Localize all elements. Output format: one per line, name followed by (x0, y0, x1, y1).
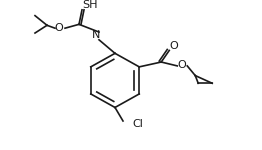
Text: O: O (170, 41, 179, 51)
Text: O: O (178, 60, 187, 70)
Text: O: O (54, 23, 63, 33)
Text: Cl: Cl (132, 119, 143, 129)
Text: N: N (92, 30, 100, 40)
Text: SH: SH (82, 0, 98, 10)
